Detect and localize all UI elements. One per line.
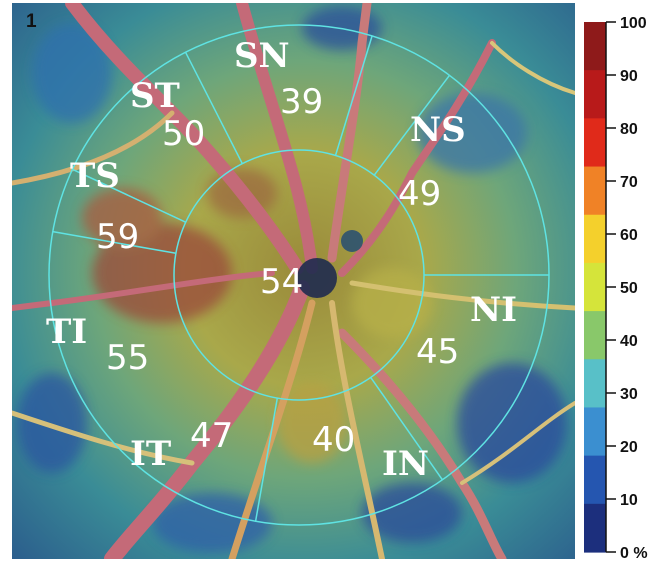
colorbar-tick-label: 90 <box>620 68 638 85</box>
vessels <box>12 3 575 559</box>
colorbar-swatch <box>584 22 606 71</box>
sector-label-st: ST <box>130 76 180 116</box>
grid-divider-1 <box>373 74 451 176</box>
sector-label-ns: NS <box>410 110 466 150</box>
colorbar-swatch <box>584 118 606 168</box>
sector-label-in: IN <box>382 444 429 484</box>
colorbar-ticks: 100 90 80 70 60 50 40 30 20 10 0 % <box>606 15 648 562</box>
sector-grid <box>48 24 550 526</box>
colorbar-tick-label: 80 <box>620 121 638 138</box>
center-value: 54 <box>260 262 303 302</box>
sector-label-ni: NI <box>470 290 517 330</box>
sector-value-ni: 45 <box>416 332 459 372</box>
colorbar-tick-label: 100 <box>620 15 647 32</box>
colorbar-swatch <box>584 407 606 457</box>
colorbar-swatch <box>584 166 606 216</box>
colorbar: 100 90 80 70 60 50 40 30 20 10 0 % <box>584 15 648 562</box>
panel-index: 1 <box>26 11 37 32</box>
sector-value-in: 40 <box>312 420 355 460</box>
colorbar-tick-label: 60 <box>620 227 638 244</box>
colorbar-tick-label: 50 <box>620 280 638 297</box>
colorbar-tick-label: 30 <box>620 386 638 403</box>
sector-value-ti: 55 <box>106 338 149 378</box>
sector-value-ns: 49 <box>398 174 441 214</box>
optic-disc <box>297 230 363 298</box>
colorbar-swatches <box>584 22 606 553</box>
colorbar-swatch <box>584 70 606 119</box>
colorbar-tick-label: 10 <box>620 492 638 509</box>
colorbar-swatch <box>584 503 606 553</box>
colorbar-swatch <box>584 214 606 264</box>
sector-value-sn: 39 <box>280 82 323 122</box>
grid-divider-5 <box>52 230 177 255</box>
sector-label-sn: SN <box>234 36 290 76</box>
sector-label-it: IT <box>130 434 171 474</box>
colorbar-swatch <box>584 359 606 409</box>
grid-divider-8 <box>334 35 373 156</box>
colorbar-swatch <box>584 455 606 505</box>
vessel-density-map: 1 SN 39 NS 49 NI 45 IN 40 IT 47 TI 55 TS… <box>12 3 575 559</box>
sector-value-st: 50 <box>162 114 205 154</box>
grid-divider-3 <box>370 376 444 481</box>
grid-divider-7 <box>184 51 243 164</box>
grid-divider-4 <box>254 397 279 522</box>
colorbar-tick-label: 0 % <box>620 545 648 562</box>
sector-value-ts: 59 <box>96 217 139 257</box>
sector-label-ti: TI <box>46 312 87 352</box>
colorbar-swatch <box>584 262 606 312</box>
colorbar-tick-label: 20 <box>620 439 638 456</box>
colorbar-tick-label: 70 <box>620 174 638 191</box>
sector-labels: SN 39 NS 49 NI 45 IN 40 IT 47 TI 55 TS 5… <box>46 36 517 484</box>
sector-value-it: 47 <box>190 416 233 456</box>
sector-label-ts: TS <box>70 156 120 196</box>
colorbar-tick-label: 40 <box>620 333 638 350</box>
colorbar-swatch <box>584 311 606 360</box>
grid-divider-6 <box>72 168 187 223</box>
